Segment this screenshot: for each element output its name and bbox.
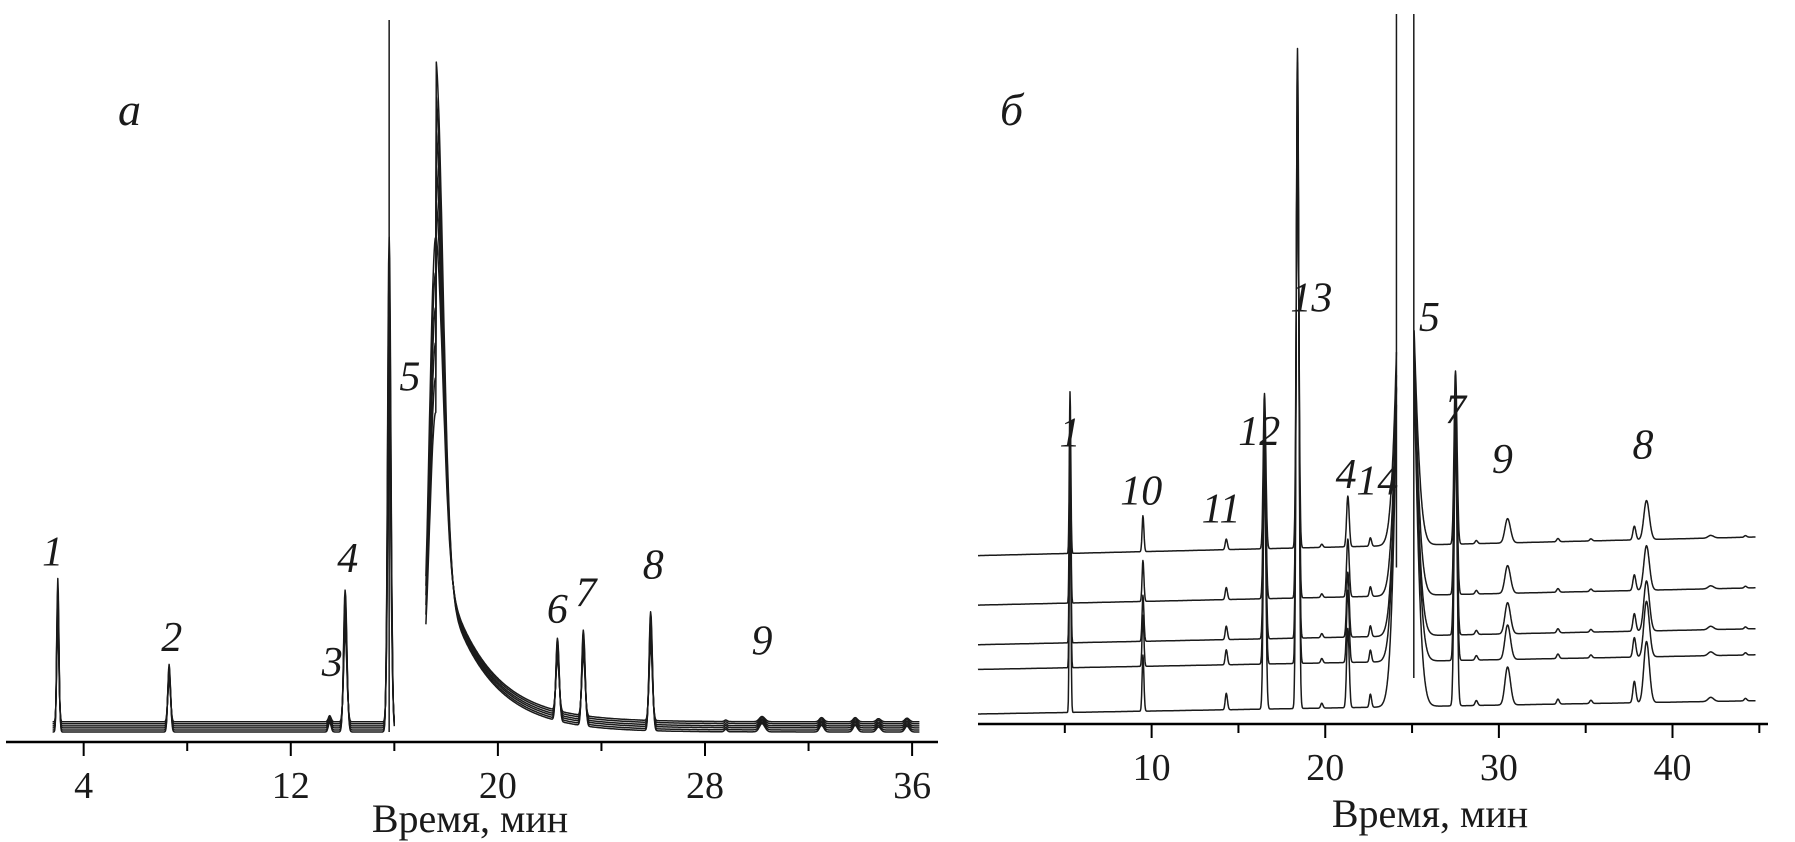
peak-label-8: 8 (643, 543, 664, 589)
peak-label-1: 1 (1060, 411, 1081, 457)
panel-b-ticks: 10 20 30 40 (1063, 724, 1761, 789)
panel-b-label: б (1000, 84, 1025, 135)
tick-label: 12 (272, 765, 310, 807)
tick-label: 28 (686, 765, 724, 807)
peak-label-12: 12 (1238, 409, 1280, 455)
chromatogram-trace (52, 236, 920, 723)
chromatogram-trace (52, 61, 920, 733)
panel-a-traces (52, 20, 920, 733)
chromatogram-trace (977, 62, 1756, 671)
peak-label-4: 4 (337, 536, 358, 582)
panel-a-x-axis-label: Время, мин (372, 796, 568, 841)
peak-label-4: 4 (1336, 452, 1357, 498)
peak-label-13: 13 (1290, 275, 1332, 321)
peak-label-7: 7 (1445, 388, 1468, 434)
chromatogram-trace (977, 124, 1756, 557)
peak-label-5: 5 (399, 354, 420, 400)
tick-label: 30 (1480, 747, 1518, 789)
peak-label-8: 8 (1632, 422, 1653, 468)
peak-label-10: 10 (1120, 468, 1162, 514)
panel-a-peak-labels: 1 2 3 4 5 6 78 9 (42, 354, 772, 685)
peak-label-7: 7 (575, 571, 598, 617)
tick-label: 10 (1133, 747, 1171, 789)
chromatogram-trace (52, 166, 920, 727)
panel-b-peak-labels: 1 10 11 12 13 4 14 5 79 8 (1060, 275, 1654, 532)
panel-a-ticks: 4 12 20 28 36 (74, 742, 931, 807)
peak-label-9: 9 (751, 618, 772, 664)
peak-label-5: 5 (1419, 295, 1440, 341)
chromatogram-trace (977, 47, 1756, 715)
chromatogram-panel-b: 10 20 30 40 1 10 11 12 13 4 14 5 79 8 б Время, мин (977, 14, 1768, 836)
tick-label: 40 (1654, 747, 1692, 789)
chromatogram-trace (977, 96, 1756, 646)
peak-label-3: 3 (321, 640, 343, 686)
peak-label-11: 11 (1202, 487, 1241, 533)
chromatogram-trace (52, 201, 920, 725)
tick-label: 4 (74, 765, 93, 807)
panel-b-traces (977, 14, 1756, 715)
chromatogram-trace (977, 115, 1756, 606)
peak-label-9: 9 (1492, 437, 1513, 483)
peak-label-6: 6 (547, 587, 568, 633)
chromatogram-trace (52, 96, 920, 731)
panel-b-x-axis-label: Время, мин (1332, 791, 1528, 836)
panel-a-label: а (118, 84, 141, 135)
peak-label-2: 2 (161, 615, 182, 661)
peak-label-14: 14 (1356, 459, 1398, 505)
peak-label-1: 1 (42, 529, 63, 575)
tick-label: 20 (1306, 747, 1344, 789)
tick-label: 20 (479, 765, 517, 807)
tick-label: 36 (893, 765, 931, 807)
chromatogram-trace (52, 131, 920, 729)
